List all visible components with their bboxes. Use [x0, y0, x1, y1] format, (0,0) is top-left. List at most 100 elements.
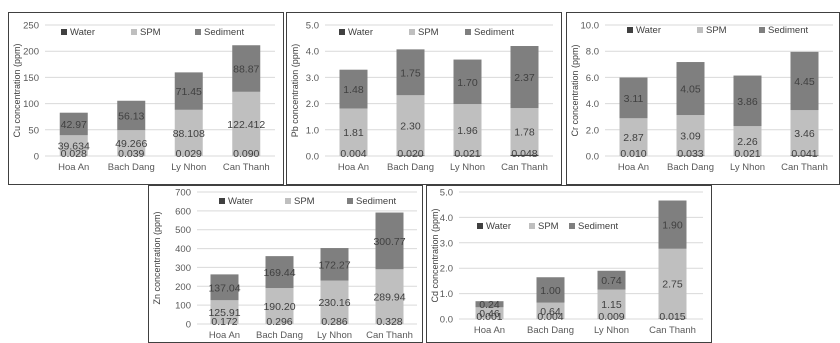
zn-data-label-spm: 125.91 [208, 307, 240, 319]
zn-chart: 0 100 200 300 400 500 600 700 Zn concentration (… [152, 188, 417, 341]
pb-y-tick-label: 1.0 [306, 125, 319, 136]
pb-chart-panel: 0.0 1.0 2.0 3.0 4.0 5.0 Pb concentration (ppm)… [286, 12, 562, 185]
pb-bar-water [510, 154, 539, 156]
zn-y-tick-label: 0 [186, 320, 191, 331]
cr-data-label-sediment: 3.11 [624, 93, 644, 105]
zn-bar-spm [265, 288, 294, 324]
pb-category-label: Ly Nhon [450, 162, 485, 173]
zn-y-tick-label: 100 [175, 301, 191, 312]
cd-y-tick-label: 5.0 [440, 188, 453, 199]
cr-legend-label-sediment: Sediment [768, 25, 808, 36]
pb-category-label: Bach Dang [387, 162, 434, 173]
pb-bar-water [396, 155, 425, 156]
cu-y-axis-label: Cu concentration (ppm) [12, 43, 22, 137]
cd-category-label: Hoa An [474, 325, 505, 336]
pb-data-label-spm: 2.30 [400, 120, 421, 132]
cd-category-label: Ly Nhon [594, 325, 629, 336]
pb-data-label-water: 0.021 [454, 148, 480, 160]
cd-chart: 0.0 1.0 2.0 3.0 4.0 5.0Cd concentration (ppm)… [430, 188, 703, 336]
pb-data-label-sediment: 1.70 [457, 77, 478, 89]
pb-bar-spm [510, 108, 539, 155]
cd-chart-panel: 0.0 1.0 2.0 3.0 4.0 5.0 Cd concentration (ppm)… [426, 185, 712, 343]
zn-data-label-spm: 190.20 [263, 301, 295, 313]
cr-data-label-water: 0.033 [677, 148, 703, 160]
zn-data-label-water: 0.286 [321, 316, 347, 328]
cr-chart: 0.0 2.0 4.0 6.0 8.0 10.0 Cr concentration (ppm… [570, 21, 833, 173]
zn-y-axis-label: Zn concentration (ppm) [152, 211, 162, 304]
cr-legend-swatch-water [627, 27, 633, 33]
zn-data-label-spm: 289.94 [373, 292, 405, 304]
cd-data-label-spm: 0.46 [479, 308, 500, 320]
cu-category-label: Bach Dang [108, 162, 155, 173]
cd-category-label: Bach Dang [527, 325, 574, 336]
cu-bar-sediment [174, 72, 203, 110]
cu-data-label-water: 0.029 [176, 148, 202, 160]
cr-category-label: Hoa An [618, 162, 649, 173]
pb-bar-spm [339, 108, 368, 156]
pb-y-tick-label: 4.0 [306, 47, 319, 58]
cr-y-tick-label: 10.0 [581, 21, 600, 32]
cd-legend-label-sediment: Sediment [578, 221, 618, 232]
cd-bar-spm [658, 248, 687, 319]
zn-legend-swatch-sediment [347, 198, 353, 204]
pb-data-label-water: 0.048 [511, 148, 537, 160]
zn-data-label-water: 0.296 [266, 316, 292, 328]
cu-legend-swatch-water [61, 29, 67, 35]
cr-bar-sediment [790, 51, 819, 111]
zn-data-label-sediment: 172.27 [318, 259, 350, 271]
cd-data-label-spm: 1.15 [601, 299, 622, 311]
cr-bar-water [790, 155, 819, 156]
zn-data-label-water: 0.172 [211, 316, 237, 328]
cu-chart-panel: 0 50 100 150 200 250 Cu concentration (ppm) Wat… [8, 12, 284, 185]
zn-bar-spm [320, 280, 349, 324]
zn-data-label-spm: 230.16 [318, 297, 350, 309]
pb-bar-sediment [510, 46, 539, 109]
zn-data-label-water: 0.328 [376, 316, 402, 328]
cr-bar-sediment [619, 77, 648, 119]
cr-data-label-sediment: 4.05 [680, 84, 701, 96]
cu-bar-spm [117, 130, 146, 156]
cr-bar-spm [619, 118, 648, 156]
cd-data-label-sediment: 1.00 [540, 285, 561, 297]
cr-y-tick-label: 6.0 [586, 73, 599, 84]
cd-data-label-spm: 0.64 [540, 306, 561, 318]
cd-data-label-spm: 2.75 [662, 279, 683, 291]
cd-bar-sediment [597, 270, 626, 290]
zn-y-tick-label: 500 [175, 225, 191, 236]
cr-bar-spm [733, 126, 762, 156]
cr-legend-swatch-sediment [759, 27, 765, 33]
cu-legend-label-sediment: Sediment [204, 27, 244, 38]
zn-legend-swatch-spm [285, 198, 291, 204]
cr-legend-swatch-spm [697, 27, 703, 33]
pb-chart: 0.0 1.0 2.0 3.0 4.0 5.0 Pb concentration (ppm)… [290, 21, 553, 173]
pb-bar-sediment [396, 49, 425, 96]
pb-category-label: Hoa An [338, 162, 369, 173]
cr-data-label-spm: 2.87 [623, 132, 644, 144]
pb-legend-label-spm: SPM [418, 27, 439, 38]
pb-legend-swatch-sediment [465, 29, 471, 35]
cr-bar-spm [676, 115, 705, 156]
cr-y-axis-label: Cr concentration (ppm) [570, 44, 580, 136]
zn-data-label-sediment: 169.44 [263, 267, 295, 279]
pb-data-label-spm: 1.96 [457, 125, 478, 137]
zn-legend-label-spm: SPM [294, 196, 315, 207]
cr-legend-label-spm: SPM [706, 25, 727, 36]
zn-bar-sediment [210, 274, 239, 301]
pb-data-label-spm: 1.78 [514, 126, 535, 138]
pb-data-label-sediment: 1.75 [400, 67, 421, 79]
cu-data-label-spm: 88.108 [173, 128, 205, 140]
pb-bar-sediment [339, 69, 368, 109]
cd-bar-sediment [536, 277, 565, 303]
cr-data-label-spm: 3.09 [680, 130, 701, 142]
cd-bar-sediment [475, 301, 504, 308]
cu-y-tick-label: 200 [23, 47, 39, 58]
cd-bar-spm [536, 302, 565, 319]
pb-data-label-spm: 1.81 [343, 127, 364, 139]
cu-data-label-water: 0.090 [233, 148, 259, 160]
pb-legend-label-sediment: Sediment [474, 27, 514, 38]
cd-data-label-water: 0.004 [537, 311, 563, 323]
zn-y-tick-label: 700 [175, 188, 191, 199]
pb-category-label: Can Thanh [501, 162, 548, 173]
cd-y-tick-label: 1.0 [440, 289, 453, 300]
cr-data-label-spm: 2.26 [737, 136, 758, 148]
